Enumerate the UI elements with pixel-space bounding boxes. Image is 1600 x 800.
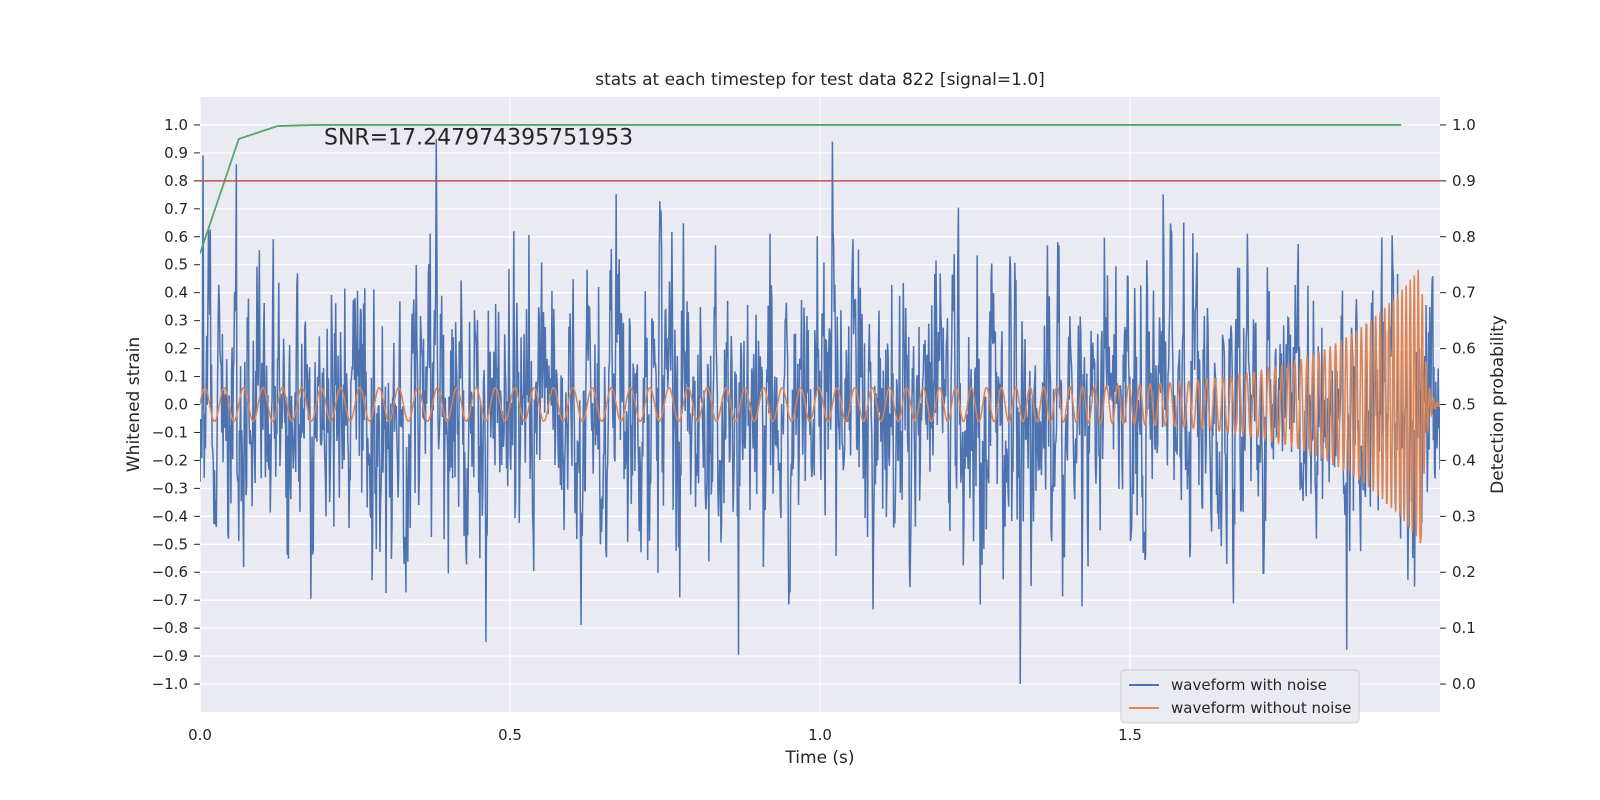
legend-label: waveform without noise bbox=[1171, 699, 1351, 717]
x-tick-label: 1.0 bbox=[808, 726, 832, 744]
series-waveform-with-noise bbox=[200, 138, 1440, 685]
x-tick-label: 0.5 bbox=[498, 726, 522, 744]
y-tick-label: −0.4 bbox=[152, 507, 188, 525]
y2-tick-label: 0.3 bbox=[1452, 507, 1476, 525]
y-tick-label: 0.2 bbox=[164, 340, 188, 358]
y-tick-label: −0.8 bbox=[152, 619, 188, 637]
y-tick-label: 0.7 bbox=[164, 200, 188, 218]
y-tick-label: −0.7 bbox=[152, 591, 188, 609]
y2-tick-label: 0.5 bbox=[1452, 396, 1476, 414]
y2-axis-label: Detection probability bbox=[1488, 315, 1508, 494]
y-tick-label: −0.3 bbox=[152, 479, 188, 497]
snr-annotation: SNR=17.247974395751953 bbox=[324, 126, 633, 151]
y2-tick-label: 0.2 bbox=[1452, 563, 1476, 581]
y-tick-label: 0.4 bbox=[164, 284, 188, 302]
y-tick-label: −0.1 bbox=[152, 423, 188, 441]
y-tick-label: 1.0 bbox=[164, 116, 188, 134]
y-tick-label: 0.6 bbox=[164, 228, 188, 246]
y-tick-label: −0.5 bbox=[152, 535, 188, 553]
chart-title: stats at each timestep for test data 822… bbox=[595, 70, 1045, 90]
y2-tick-label: 0.1 bbox=[1452, 619, 1476, 637]
y-tick-label: 0.1 bbox=[164, 368, 188, 386]
y2-tick-label: 0.6 bbox=[1452, 340, 1476, 358]
y2-tick-label: 0.4 bbox=[1452, 451, 1476, 469]
series-layer bbox=[200, 124, 1440, 685]
y-tick-label: 0.9 bbox=[164, 144, 188, 162]
legend: waveform with noise waveform without nois… bbox=[1120, 669, 1360, 724]
y-tick-label: −1.0 bbox=[152, 675, 188, 693]
y-axis-label: Whitened strain bbox=[124, 337, 144, 472]
y-tick-label: 0.5 bbox=[164, 256, 188, 274]
series-detection-probability bbox=[200, 124, 1402, 254]
y-tick-label: 0.3 bbox=[164, 312, 188, 330]
y2-axis-ticks: 0.0 0.1 0.2 0.3 0.4 0.5 0.6 0.7 0.8 0.9 1.0 bbox=[1440, 116, 1476, 693]
y2-tick-label: 0.8 bbox=[1452, 228, 1476, 246]
x-tick-label: 0.0 bbox=[188, 726, 212, 744]
series-waveform-without-noise bbox=[200, 269, 1440, 544]
y-tick-label: −0.9 bbox=[152, 647, 188, 665]
y-tick-label: −0.6 bbox=[152, 563, 188, 581]
y2-tick-label: 0.9 bbox=[1452, 172, 1476, 190]
x-axis-ticks: 0.0 0.5 1.0 1.5 bbox=[188, 726, 1142, 744]
y2-tick-label: 0.7 bbox=[1452, 284, 1476, 302]
x-tick-label: 1.5 bbox=[1118, 726, 1142, 744]
y-tick-label: 0.0 bbox=[164, 396, 188, 414]
y2-tick-label: 0.0 bbox=[1452, 675, 1476, 693]
y2-tick-label: 1.0 bbox=[1452, 116, 1476, 134]
y-tick-label: 0.8 bbox=[164, 172, 188, 190]
legend-box bbox=[1120, 669, 1360, 724]
y-tick-label: −0.2 bbox=[152, 451, 188, 469]
x-axis-label: Time (s) bbox=[784, 748, 854, 768]
legend-label: waveform with noise bbox=[1171, 676, 1327, 694]
y-axis-ticks: −1.0 −0.9 −0.8 −0.7 −0.6 −0.5 −0.4 −0.3 −0.2 −0.1… bbox=[152, 116, 200, 693]
